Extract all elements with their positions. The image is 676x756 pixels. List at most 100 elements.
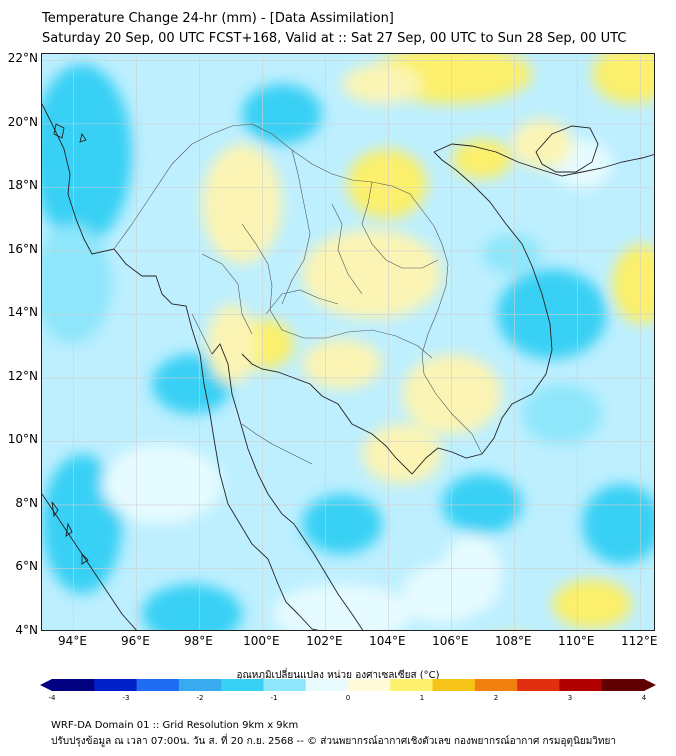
field-blob: [452, 139, 512, 179]
colorbar-cell: [305, 679, 349, 691]
colorbar-cell: [221, 679, 264, 691]
coastlines: [42, 103, 654, 630]
coastline: [241, 151, 553, 475]
field-blob: [272, 584, 412, 630]
colorbar-tick-label: -4: [48, 694, 56, 702]
field-blob: [42, 454, 122, 594]
latitude-label: 12°N: [7, 368, 38, 383]
border-line: [191, 289, 339, 355]
field-blob: [512, 119, 572, 169]
colorbar-cell: [52, 679, 95, 691]
longitude-label: 100°E: [243, 634, 280, 648]
colorbar-cell: [601, 679, 645, 691]
field-blob: [442, 474, 522, 534]
field-blob: [592, 54, 654, 104]
colorbar-cell: [136, 679, 180, 691]
colorbar-tick-label: -3: [122, 694, 130, 702]
colorbar-high-arrow: [644, 679, 656, 691]
coastline: [42, 103, 364, 630]
latitude-label: 6°N: [15, 559, 38, 574]
country-borders: [113, 123, 483, 465]
coastline: [42, 493, 137, 630]
colorbar: [40, 679, 656, 691]
map-panel: [41, 53, 655, 631]
field-blob: [362, 424, 442, 484]
field-blob: [42, 64, 132, 244]
latitude-label: 14°N: [7, 305, 38, 320]
border-line: [361, 181, 439, 269]
footer-update-info: ปรับปรุงข้อมูล ณ เวลา 07:00น. วัน ส. ที่…: [51, 736, 616, 747]
latitude-label: 16°N: [7, 241, 38, 256]
temperature-field-blobs: [42, 54, 654, 630]
coastline: [53, 123, 87, 143]
latitude-label: 10°N: [7, 432, 38, 447]
field-blob: [152, 354, 232, 414]
longitude-label: 102°E: [306, 634, 343, 648]
field-blob: [102, 444, 222, 524]
latitude-label: 20°N: [7, 114, 38, 129]
longitude-label: 94°E: [58, 634, 87, 648]
longitude-label: 108°E: [495, 634, 532, 648]
field-blob: [402, 354, 502, 434]
temperature-field-map: [42, 54, 654, 630]
coastline: [535, 125, 599, 173]
colorbar-title: อุณหภูมิเปลี่ยนแปลง หน่วย องศาเซลเซียส (…: [236, 670, 440, 681]
colorbar-cell: [348, 679, 391, 691]
field-blob: [342, 64, 422, 104]
colorbar-tick-label: 0: [345, 694, 351, 702]
field-blob: [302, 339, 382, 389]
longitude-label: 110°E: [558, 634, 595, 648]
field-blob: [42, 224, 112, 344]
colorbar-cell: [559, 679, 603, 691]
field-blob: [482, 234, 542, 274]
longitude-label: 104°E: [369, 634, 406, 648]
border-line: [201, 253, 253, 335]
field-blob: [582, 484, 654, 564]
colorbar-cell: [390, 679, 434, 691]
colorbar-tick-label: 4: [641, 694, 647, 702]
field-blob: [522, 384, 602, 444]
field-blob: [207, 304, 257, 384]
field-blob: [497, 269, 607, 359]
colorbar-low-arrow: [40, 679, 52, 691]
colorbar-cell: [263, 679, 307, 691]
colorbar-cell: [474, 679, 518, 691]
longitude-label: 96°E: [121, 634, 150, 648]
colorbar-tick-label: -1: [270, 694, 278, 702]
latitude-label: 8°N: [15, 495, 38, 510]
map-title: Temperature Change 24-hr (mm) - [Data As…: [42, 11, 394, 26]
field-blob: [302, 494, 382, 554]
colorbar-tick-label: 1: [419, 694, 425, 702]
longitude-label: 106°E: [432, 634, 469, 648]
field-blob: [347, 149, 427, 219]
latitude-label: 4°N: [15, 623, 38, 637]
coastline: [433, 143, 654, 177]
colorbar-cell: [432, 679, 476, 691]
field-blob: [142, 584, 242, 630]
colorbar-cell: [178, 679, 222, 691]
footer-model-info: WRF-DA Domain 01 :: Grid Resolution 9km …: [51, 720, 299, 731]
border-line: [281, 149, 311, 305]
colorbar-cell: [94, 679, 138, 691]
border-line: [331, 203, 363, 295]
longitude-label: 112°E: [621, 634, 658, 648]
colorbar-tick-label: 2: [493, 694, 499, 702]
colorbar-cell: [517, 679, 560, 691]
border-line: [113, 123, 483, 455]
colorbar-tick-label: 3: [567, 694, 573, 702]
map-subtitle: Saturday 20 Sep, 00 UTC FCST+168, Valid …: [42, 31, 627, 46]
field-blob: [442, 534, 502, 614]
field-blob: [302, 229, 442, 319]
longitude-label: 98°E: [183, 634, 213, 648]
graticule: [42, 54, 654, 630]
border-line: [241, 423, 313, 465]
field-blob: [552, 579, 632, 629]
field-blob: [202, 144, 282, 264]
field-blob: [242, 84, 322, 144]
border-line: [241, 223, 433, 359]
coastline: [51, 501, 89, 565]
latitude-label: 18°N: [7, 178, 38, 193]
field-blob: [612, 244, 654, 324]
latitude-label: 22°N: [7, 51, 38, 66]
colorbar-tick-label: -2: [196, 694, 204, 702]
